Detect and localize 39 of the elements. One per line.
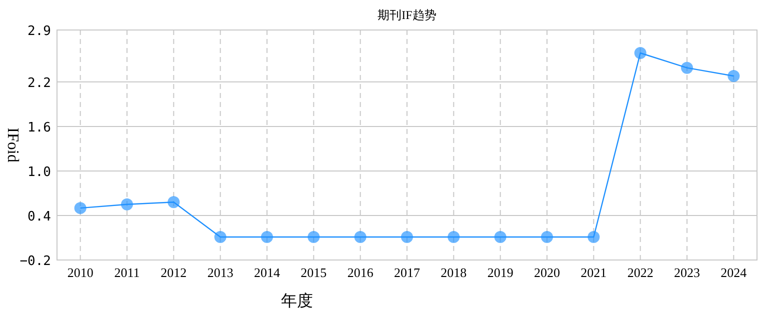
- x-tick-label: 2010: [67, 265, 94, 280]
- point: [308, 231, 320, 243]
- y-tick-label: 2.2: [28, 76, 51, 91]
- x-tick-label: 2019: [487, 265, 514, 280]
- chart-title: 期刊IF趋势: [378, 8, 436, 22]
- point: [121, 198, 133, 210]
- y-tick-label: 0.4: [28, 209, 52, 224]
- x-tick-label: 2021: [580, 265, 607, 280]
- point: [448, 231, 460, 243]
- x-tick-label: 2017: [394, 265, 420, 280]
- point: [401, 231, 413, 243]
- y-tick-label: 1.0: [28, 164, 51, 180]
- x-tick-label: 2024: [720, 265, 748, 280]
- x-tick-label: 2016: [347, 265, 374, 280]
- x-tick-label: 2022: [627, 265, 654, 280]
- point: [588, 231, 600, 243]
- x-tick-label: 2023: [674, 265, 700, 280]
- x-tick-label: 2015: [300, 265, 327, 280]
- y-tick-label: 1.6: [28, 120, 51, 136]
- point: [494, 231, 506, 243]
- point: [681, 62, 693, 74]
- x-tick-label: 2011: [114, 265, 140, 280]
- x-tick-label: 2020: [534, 265, 560, 280]
- y-tick-label: −0.2: [20, 254, 51, 269]
- x-tick-label: 2012: [160, 265, 187, 280]
- x-axis-title: 年度: [281, 292, 313, 310]
- point: [541, 231, 553, 243]
- point: [634, 47, 646, 59]
- point: [168, 196, 180, 208]
- x-tick-label: 2014: [254, 265, 280, 280]
- x-tick-label: 2013: [207, 265, 234, 280]
- point: [74, 202, 86, 214]
- y-axis-title: IFoid: [4, 128, 21, 162]
- point: [728, 70, 740, 82]
- point: [214, 231, 226, 243]
- x-tick-label: 2018: [440, 265, 467, 280]
- point: [354, 231, 366, 243]
- y-tick-label: 2.9: [28, 24, 51, 39]
- point: [261, 231, 273, 243]
